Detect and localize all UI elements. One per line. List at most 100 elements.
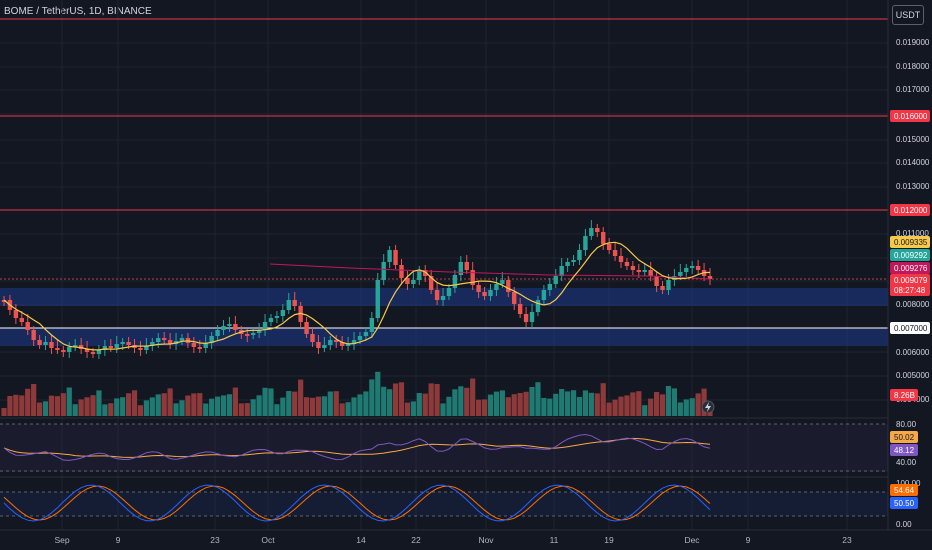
candle-body bbox=[618, 256, 624, 262]
rsi-ma-line bbox=[3, 437, 711, 458]
candle-body bbox=[286, 300, 291, 310]
badge-012: 0.012000 bbox=[890, 204, 930, 216]
volume-bar bbox=[226, 394, 233, 416]
candle-body bbox=[221, 326, 226, 330]
badge-rsi: 48.12 bbox=[890, 444, 918, 456]
candle-body bbox=[535, 300, 541, 312]
candle-body bbox=[660, 286, 665, 290]
volume-bar bbox=[648, 398, 654, 416]
volume-bar bbox=[659, 394, 666, 416]
badge-volume: 8.26B bbox=[890, 389, 918, 401]
badge-stoch-k: 54.64 bbox=[890, 484, 918, 496]
volume-bar bbox=[535, 382, 541, 416]
volume-bar bbox=[636, 391, 642, 416]
time-axis[interactable]: Sep 9 23 Oct 14 22 Nov 11 19 Dec 9 23 bbox=[54, 535, 852, 545]
candle-body bbox=[375, 280, 380, 318]
candle-body bbox=[494, 284, 499, 290]
volume-bar bbox=[220, 395, 227, 416]
volume-bar bbox=[559, 389, 565, 416]
candle-body bbox=[49, 342, 54, 348]
candle-body bbox=[256, 330, 262, 333]
price-tick: 0.013000 bbox=[896, 182, 930, 191]
volume-bar bbox=[671, 388, 678, 416]
candle-body bbox=[529, 312, 535, 322]
volume-bar bbox=[487, 394, 494, 416]
stoch-band bbox=[0, 492, 888, 516]
volume-bar bbox=[1, 408, 7, 416]
volume-bar bbox=[42, 401, 49, 416]
candle-body bbox=[678, 272, 683, 276]
volume-bar bbox=[238, 403, 244, 416]
price-tick: 0.014000 bbox=[896, 158, 930, 167]
volume-bar bbox=[505, 397, 511, 416]
volume-bars bbox=[1, 371, 713, 416]
candle-body bbox=[565, 262, 570, 266]
candle-body bbox=[120, 342, 125, 344]
candle-body bbox=[55, 348, 60, 350]
volume-bar bbox=[689, 398, 695, 416]
time-tick: 11 bbox=[550, 535, 559, 545]
badge-rsi-ma: 50.02 bbox=[890, 431, 918, 443]
volume-bar bbox=[683, 399, 689, 416]
symbol-title: BOME / TetherUS, 1D, BINANCE bbox=[4, 6, 152, 17]
volume-bar bbox=[654, 392, 660, 416]
candle-body bbox=[506, 280, 511, 292]
volume-bar bbox=[523, 391, 529, 416]
volume-bar bbox=[351, 397, 357, 416]
candle-body bbox=[624, 262, 630, 266]
candle-body bbox=[642, 270, 647, 272]
volume-bar bbox=[481, 399, 488, 416]
volume-bar bbox=[381, 386, 387, 416]
rsi-band bbox=[0, 424, 888, 472]
volume-bar bbox=[677, 402, 683, 416]
volume-bar bbox=[54, 396, 60, 416]
volume-bar bbox=[630, 392, 636, 416]
volume-bar bbox=[404, 402, 411, 416]
time-tick: 9 bbox=[116, 535, 121, 545]
volume-bar bbox=[422, 393, 428, 416]
candle-body bbox=[72, 345, 78, 347]
volume-bar bbox=[452, 389, 458, 416]
candle-body bbox=[684, 268, 689, 272]
volume-bar bbox=[315, 396, 322, 416]
svg-text:8.26B: 8.26B bbox=[894, 391, 915, 400]
currency-button[interactable]: USDT bbox=[892, 5, 924, 25]
volume-bar bbox=[565, 391, 571, 416]
badge-price-red: 0.009276 bbox=[890, 262, 930, 274]
volume-bar bbox=[7, 396, 13, 416]
volume-bar bbox=[618, 396, 624, 416]
volume-bar bbox=[161, 393, 167, 416]
volume-bar bbox=[600, 383, 606, 416]
candle-body bbox=[245, 334, 250, 336]
volume-bar bbox=[387, 389, 393, 416]
volume-bar bbox=[102, 404, 108, 416]
candle-body bbox=[381, 262, 386, 280]
candle-body bbox=[612, 250, 618, 256]
volume-bar bbox=[262, 387, 268, 416]
volume-bar bbox=[31, 384, 37, 416]
volume-bar bbox=[470, 378, 476, 416]
candle-body bbox=[707, 276, 713, 279]
svg-text:0.007000: 0.007000 bbox=[894, 324, 928, 333]
candle-body bbox=[452, 275, 458, 288]
price-axis[interactable]: 0.019000 0.018000 0.017000 0.015000 0.01… bbox=[896, 38, 930, 404]
volume-bar bbox=[612, 399, 618, 416]
candle-body bbox=[138, 348, 143, 350]
price-tick: 0.011000 bbox=[896, 229, 929, 238]
volume-bar bbox=[333, 391, 339, 416]
candle-body bbox=[250, 333, 256, 335]
candles bbox=[1, 220, 713, 359]
volume-bar bbox=[179, 400, 185, 416]
candle-body bbox=[43, 342, 48, 345]
volume-bar bbox=[268, 388, 274, 416]
candle-body bbox=[476, 285, 481, 292]
volume-bar bbox=[606, 402, 612, 416]
volume-bar bbox=[143, 400, 149, 416]
candle-body bbox=[209, 336, 214, 343]
candle-body bbox=[156, 338, 161, 342]
candle-body bbox=[304, 322, 309, 334]
lightning-icon[interactable] bbox=[701, 400, 715, 414]
candle-body bbox=[500, 280, 505, 284]
candle-body bbox=[339, 342, 345, 346]
